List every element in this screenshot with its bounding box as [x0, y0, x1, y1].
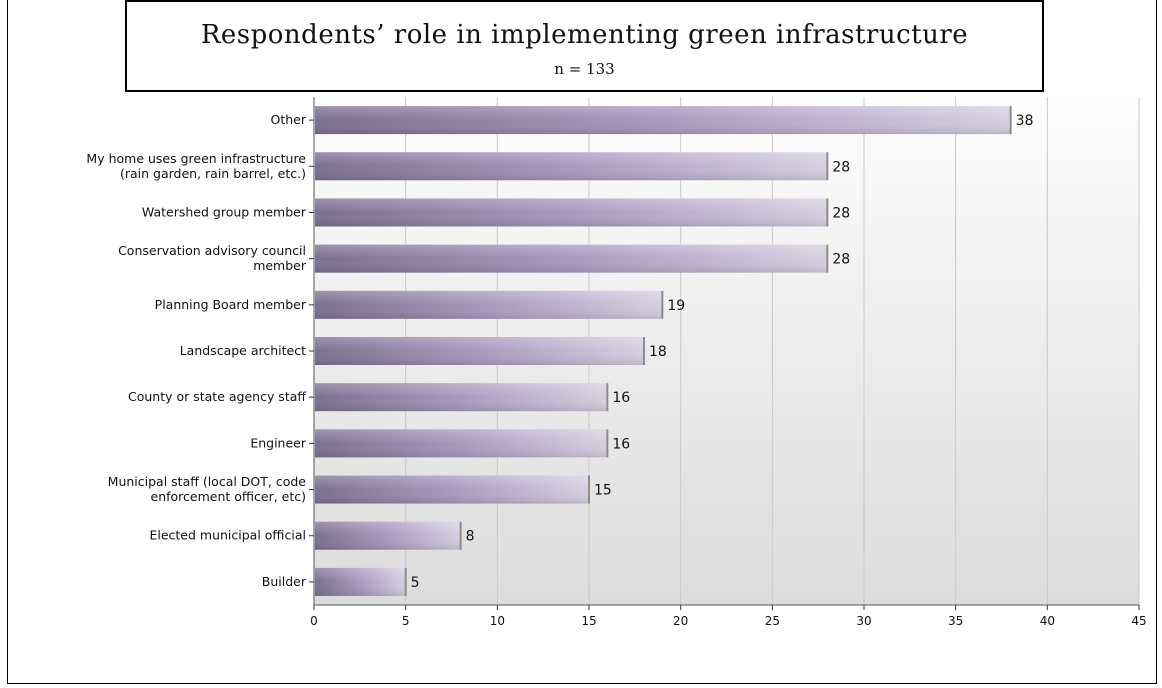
bar-value-label: 38: [1016, 113, 1034, 129]
bar-sheen: [315, 290, 663, 319]
x-tick-label: 15: [581, 614, 596, 628]
category-label: County or state agency staff: [128, 389, 306, 404]
bar-value-label: 16: [612, 390, 630, 406]
labels: 0 5 10 15 20 25 30 35 40 45 38 Other 28 My home uses …: [86, 112, 1146, 628]
category-label: Landscape architect: [180, 343, 306, 358]
bar-sheen: [315, 429, 608, 458]
x-tick-label: 0: [310, 614, 318, 628]
bar-sheen: [315, 198, 828, 227]
bar-sheen: [315, 521, 461, 550]
bar-value-label: 8: [466, 529, 475, 545]
category-label: Elected municipal official: [149, 528, 306, 543]
bars: [315, 106, 1012, 596]
category-label: Builder: [262, 574, 307, 589]
x-tick-label: 20: [673, 614, 688, 628]
bar-sheen: [315, 106, 1011, 135]
category-label: My home uses green infrastructure (rain g…: [86, 151, 306, 181]
bar-sheen: [315, 337, 644, 365]
x-tick-label: 35: [948, 614, 963, 628]
bar-value-label: 5: [411, 575, 420, 591]
axes: [309, 97, 1140, 610]
x-tick-label: 5: [402, 614, 410, 628]
x-tick-label: 25: [765, 614, 780, 628]
bar-sheen: [315, 475, 589, 504]
x-tick-label: 10: [490, 614, 505, 628]
category-label: Municipal staff (local DOT, code enforcem…: [108, 474, 307, 504]
x-tick-label: 30: [856, 614, 871, 628]
bar-value-label: 28: [832, 205, 850, 221]
bar-value-label: 28: [832, 159, 850, 175]
chart-subtitle: n = 133: [554, 60, 615, 78]
bar-sheen: [315, 152, 828, 181]
bar-value-label: 28: [832, 252, 850, 268]
bar-value-label: 15: [594, 483, 612, 499]
category-label: Watershed group member: [142, 204, 307, 219]
x-tick-label: 45: [1131, 614, 1146, 628]
category-label: Planning Board member: [155, 297, 307, 312]
chart-title: Respondents’ role in implementing green …: [200, 20, 969, 50]
bar-value-label: 19: [667, 298, 685, 314]
bar-sheen: [315, 383, 608, 412]
x-tick-label: 40: [1040, 614, 1055, 628]
title-box: Respondents’ role in implementing green …: [125, 0, 1044, 92]
category-label: Conservation advisory council member: [118, 243, 307, 273]
bar-sheen: [315, 244, 828, 273]
bar-sheen: [315, 567, 406, 596]
category-label: Other: [271, 112, 307, 127]
bar-value-label: 18: [649, 344, 667, 360]
bar-value-label: 16: [612, 436, 630, 452]
category-label: Engineer: [250, 435, 307, 450]
